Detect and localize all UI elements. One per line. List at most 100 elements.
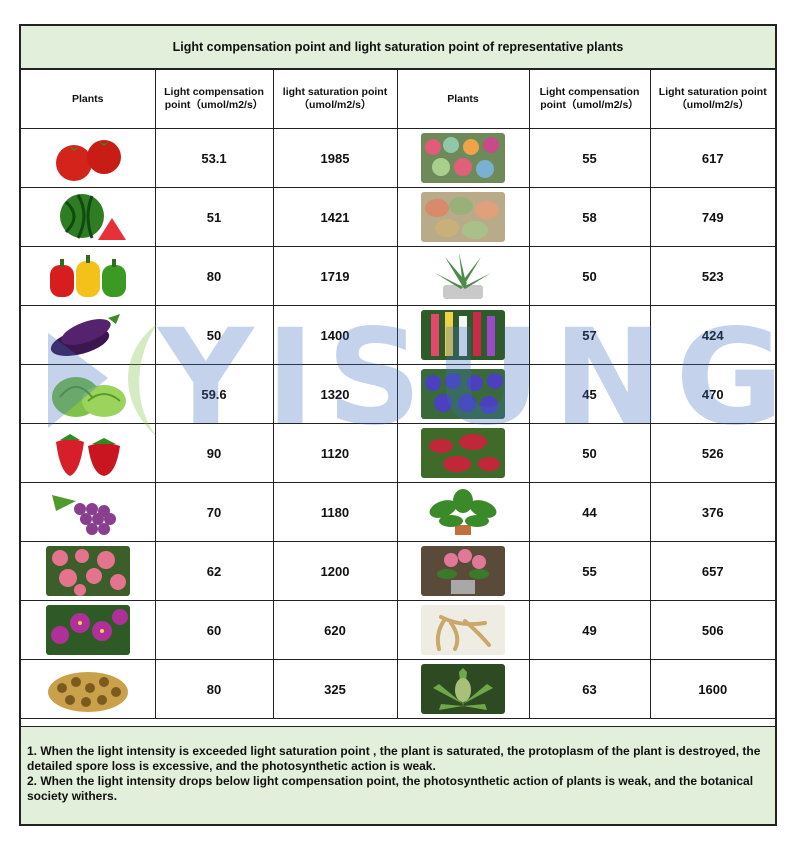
right-saturation-value: 749 (649, 187, 775, 247)
left-plant-image (21, 128, 156, 188)
left-saturation-value: 1421 (272, 187, 398, 247)
note-1: 1. When the light intensity is exceeded … (27, 744, 761, 773)
left-compensation-value: 80 (154, 246, 274, 306)
right-saturation-value: 424 (649, 305, 775, 365)
strawberry-image (46, 428, 130, 478)
left-compensation-value: 70 (154, 482, 274, 542)
table-row: 53.1 1985 55 617 (21, 128, 775, 188)
right-compensation-value: 55 (528, 541, 651, 601)
tomato-image (46, 133, 130, 183)
table-row: 51 1421 58 749 (21, 187, 775, 247)
left-saturation-value: 1400 (272, 305, 398, 365)
right-compensation-value: 44 (528, 482, 651, 542)
header-sat-right: Light saturation point（umol/m2/s） (649, 69, 775, 129)
table-row: 90 1120 50 526 (21, 423, 775, 483)
left-compensation-value: 50 (154, 305, 274, 365)
right-compensation-value: 50 (528, 423, 651, 483)
gladiolus-image (421, 310, 505, 360)
succulents-image (421, 133, 505, 183)
bell-pepper-image (46, 251, 130, 301)
left-saturation-value: 620 (272, 600, 398, 660)
right-plant-image (396, 600, 530, 660)
aloe-image (421, 251, 505, 301)
header-sat-left: light saturation point（umol/m2/s） (272, 69, 398, 129)
right-plant-image (396, 305, 530, 365)
right-saturation-value: 657 (649, 541, 775, 601)
right-saturation-value: 376 (649, 482, 775, 542)
left-saturation-value: 1120 (272, 423, 398, 483)
watermelon-image (46, 192, 130, 242)
left-plant-image (21, 187, 156, 247)
left-compensation-value: 62 (154, 541, 274, 601)
table-row: 50 1400 57 424 (21, 305, 775, 365)
left-plant-image (21, 423, 156, 483)
right-saturation-value: 617 (649, 128, 775, 188)
table-title: Light compensation point and light satur… (21, 26, 775, 69)
left-saturation-value: 1985 (272, 128, 398, 188)
left-compensation-value: 60 (154, 600, 274, 660)
notes-box: 1. When the light intensity is exceeded … (21, 726, 775, 824)
right-plant-image (396, 482, 530, 542)
african-violet-image (421, 369, 505, 419)
right-saturation-value: 526 (649, 423, 775, 483)
venus-flytrap-image (421, 428, 505, 478)
left-plant-image (21, 600, 156, 660)
cannabis-image (421, 664, 505, 714)
right-plant-image (396, 364, 530, 424)
right-compensation-value: 57 (528, 305, 651, 365)
left-saturation-value: 1200 (272, 541, 398, 601)
grapes-image (46, 487, 130, 537)
eggplant-image (46, 310, 130, 360)
left-plant-image (21, 659, 156, 719)
plant-light-table: Plants Light compensation point（umol/m2/… (21, 69, 775, 719)
left-plant-image (21, 364, 156, 424)
pothos-image (421, 487, 505, 537)
header-comp-right: Light compensation point（umol/m2/s） (528, 69, 651, 129)
left-saturation-value: 1719 (272, 246, 398, 306)
left-plant-image (21, 246, 156, 306)
right-compensation-value: 45 (528, 364, 651, 424)
header-plants-left: Plants (21, 69, 156, 129)
right-compensation-value: 50 (528, 246, 651, 306)
header-row: Plants Light compensation point（umol/m2/… (21, 69, 775, 129)
table-row: 70 1180 44 376 (21, 482, 775, 542)
table-row: 59.6 1320 45 470 (21, 364, 775, 424)
right-compensation-value: 63 (528, 659, 651, 719)
mushroom-slices-image (46, 664, 130, 714)
left-compensation-value: 53.1 (154, 128, 274, 188)
right-compensation-value: 49 (528, 600, 651, 660)
right-plant-image (396, 128, 530, 188)
left-compensation-value: 59.6 (154, 364, 274, 424)
right-plant-image (396, 659, 530, 719)
right-saturation-value: 1600 (649, 659, 775, 719)
table-row: 60 620 49 506 (21, 600, 775, 660)
roses-image (45, 546, 130, 596)
right-saturation-value: 470 (649, 364, 775, 424)
right-plant-image (396, 423, 530, 483)
living-stones-image (421, 192, 505, 242)
left-plant-image (21, 541, 156, 601)
potted-flower-image (421, 546, 505, 596)
right-saturation-value: 506 (649, 600, 775, 660)
data-sheet: Light compensation point and light satur… (19, 24, 777, 826)
right-compensation-value: 58 (528, 187, 651, 247)
ginseng-image (421, 605, 505, 655)
left-saturation-value: 1320 (272, 364, 398, 424)
right-compensation-value: 55 (528, 128, 651, 188)
left-saturation-value: 325 (272, 659, 398, 719)
table-row: 80 325 63 1600 (21, 659, 775, 719)
lettuce-image (46, 369, 130, 419)
left-compensation-value: 90 (154, 423, 274, 483)
left-compensation-value: 80 (154, 659, 274, 719)
right-plant-image (396, 246, 530, 306)
left-compensation-value: 51 (154, 187, 274, 247)
header-plants-right: Plants (396, 69, 530, 129)
table-row: 80 1719 50 523 (21, 246, 775, 306)
orchid-image (45, 605, 130, 655)
right-plant-image (396, 541, 530, 601)
note-2: 2. When the light intensity drops below … (27, 774, 754, 803)
left-plant-image (21, 305, 156, 365)
right-saturation-value: 523 (649, 246, 775, 306)
table-row: 62 1200 55 657 (21, 541, 775, 601)
left-saturation-value: 1180 (272, 482, 398, 542)
